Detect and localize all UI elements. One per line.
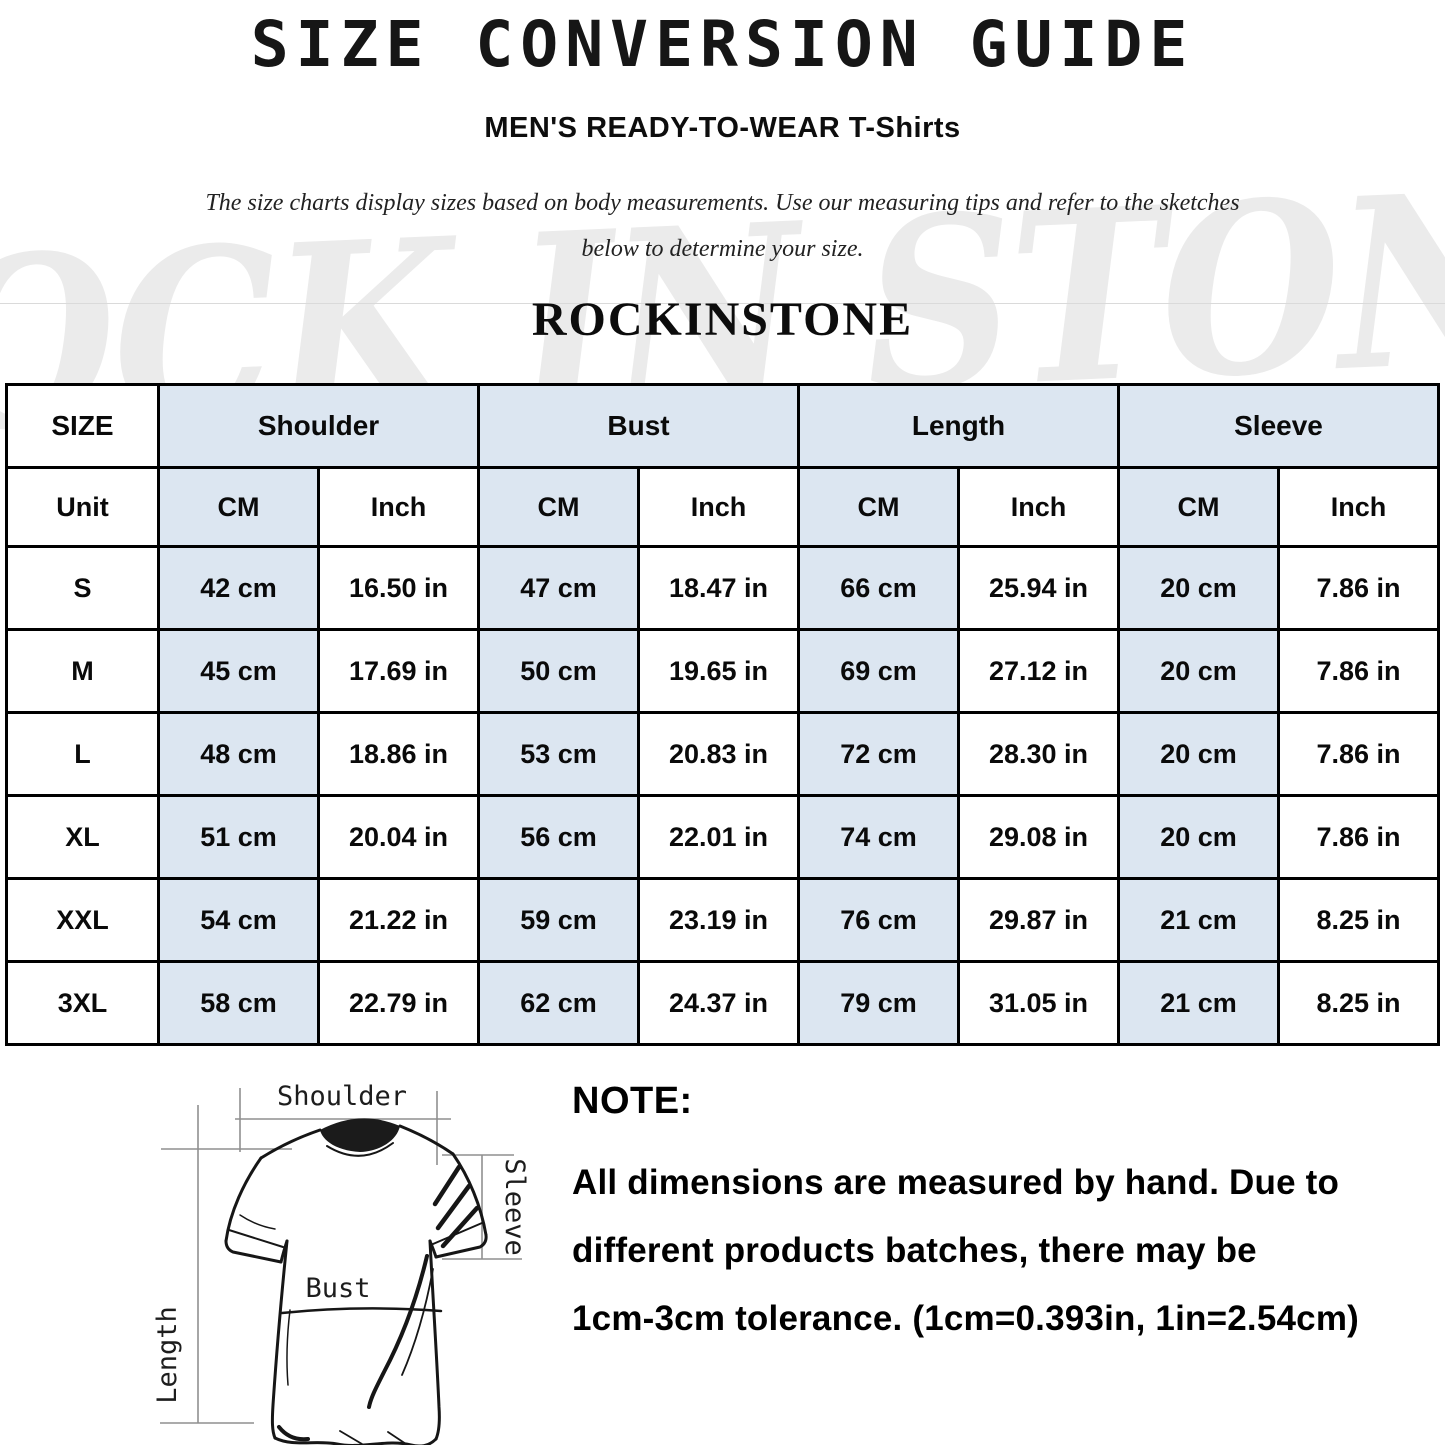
table-cell: 74 cm [797,794,960,880]
table-cell: 47 cm [477,545,640,631]
unit-cm-cell: CM [797,466,960,548]
tshirt-measurement-diagram: Shoulder Bust Length Sleeve [152,1081,530,1445]
unit-cm-cell: CM [1117,466,1280,548]
table-cell: 50 cm [477,628,640,714]
diagram-length-label: Length [152,1306,183,1404]
dimension-lines [160,1088,522,1424]
unit-inch-cell: Inch [1277,466,1440,548]
page-subtitle: MEN'S READY-TO-WEAR T-Shirts [484,112,961,144]
table-cell: 76 cm [797,877,960,963]
table-cell: 17.69 in [317,628,480,714]
size-label-cell: L [5,711,160,797]
table-row-l: L 48 cm 18.86 in 53 cm 20.83 in 72 cm 28… [5,711,1440,797]
table-cell: 51 cm [157,794,320,880]
table-row-3xl: 3XL 58 cm 22.79 in 62 cm 24.37 in 79 cm … [5,960,1440,1046]
divider-rule [0,303,1445,304]
table-row-s: S 42 cm 16.50 in 47 cm 18.47 in 66 cm 25… [5,545,1440,631]
table-cell: 7.86 in [1277,628,1440,714]
diagram-bust-label: Bust [305,1273,370,1304]
unit-label-cell: Unit [5,466,160,548]
table-cell: 18.86 in [317,711,480,797]
table-cell: 21 cm [1117,960,1280,1046]
description-line-1: The size charts display sizes based on b… [205,190,1240,216]
table-cell: 27.12 in [957,628,1120,714]
group-header-sleeve: Sleeve [1117,383,1440,469]
table-cell: 20 cm [1117,794,1280,880]
table-cell: 20 cm [1117,711,1280,797]
unit-cm-cell: CM [477,466,640,548]
note-line: All dimensions are measured by hand. Due… [572,1163,1340,1202]
table-cell: 7.86 in [1277,794,1440,880]
table-cell: 20 cm [1117,628,1280,714]
group-header-length: Length [797,383,1120,469]
table-cell: 8.25 in [1277,960,1440,1046]
table-cell: 21 cm [1117,877,1280,963]
size-label-cell: XL [5,794,160,880]
diagram-shoulder-label: Shoulder [277,1081,407,1112]
table-cell: 18.47 in [637,545,800,631]
table-cell: 31.05 in [957,960,1120,1046]
size-label-cell: M [5,628,160,714]
group-header-bust: Bust [477,383,800,469]
table-cell: 19.65 in [637,628,800,714]
table-cell: 79 cm [797,960,960,1046]
table-cell: 29.08 in [957,794,1120,880]
table-cell: 25.94 in [957,545,1120,631]
note-line: different products batches, there may be [572,1231,1257,1270]
table-cell: 21.22 in [317,877,480,963]
table-cell: 72 cm [797,711,960,797]
table-cell: 7.86 in [1277,711,1440,797]
table-cell: 23.19 in [637,877,800,963]
table-cell: 58 cm [157,960,320,1046]
table-cell: 24.37 in [637,960,800,1046]
note-section: NOTE: All dimensions are measured by han… [572,1080,1382,1353]
note-heading: NOTE: [572,1080,693,1122]
table-row-xxl: XXL 54 cm 21.22 in 59 cm 23.19 in 76 cm … [5,877,1440,963]
brand-name: ROCKINSTONE [531,293,914,346]
table-cell: 7.86 in [1277,545,1440,631]
table-cell: 66 cm [797,545,960,631]
unit-inch-cell: Inch [317,466,480,548]
table-cell: 59 cm [477,877,640,963]
table-cell: 29.87 in [957,877,1120,963]
table-corner-cell: SIZE [5,383,160,469]
table-cell: 20 cm [1117,545,1280,631]
table-cell: 16.50 in [317,545,480,631]
size-conversion-table: SIZE Shoulder Bust Length Sleeve Unit CM… [5,383,1440,1046]
table-cell: 20.04 in [317,794,480,880]
table-cell: 53 cm [477,711,640,797]
description-line-2: below to determine your size. [581,236,864,262]
unit-cm-cell: CM [157,466,320,548]
table-cell: 56 cm [477,794,640,880]
size-label-cell: S [5,545,160,631]
size-label-cell: XXL [5,877,160,963]
table-group-header-row: SIZE Shoulder Bust Length Sleeve [5,383,1440,469]
table-cell: 42 cm [157,545,320,631]
table-cell: 45 cm [157,628,320,714]
diagram-sleeve-label: Sleeve [499,1158,530,1256]
table-cell: 20.83 in [637,711,800,797]
unit-inch-cell: Inch [957,466,1120,548]
tshirt-sketch [224,1118,488,1445]
table-unit-row: Unit CM Inch CM Inch CM Inch CM Inch [5,466,1440,548]
table-cell: 22.01 in [637,794,800,880]
table-cell: 22.79 in [317,960,480,1046]
group-header-shoulder: Shoulder [157,383,480,469]
table-cell: 48 cm [157,711,320,797]
unit-inch-cell: Inch [637,466,800,548]
table-cell: 28.30 in [957,711,1120,797]
page-title: SIZE CONVERSION GUIDE [250,8,1195,81]
size-label-cell: 3XL [5,960,160,1046]
note-line: 1cm-3cm tolerance. (1cm=0.393in, 1in=2.5… [572,1299,1360,1338]
table-row-xl: XL 51 cm 20.04 in 56 cm 22.01 in 74 cm 2… [5,794,1440,880]
table-cell: 54 cm [157,877,320,963]
table-row-m: M 45 cm 17.69 in 50 cm 19.65 in 69 cm 27… [5,628,1440,714]
table-cell: 69 cm [797,628,960,714]
table-cell: 62 cm [477,960,640,1046]
table-cell: 8.25 in [1277,877,1440,963]
